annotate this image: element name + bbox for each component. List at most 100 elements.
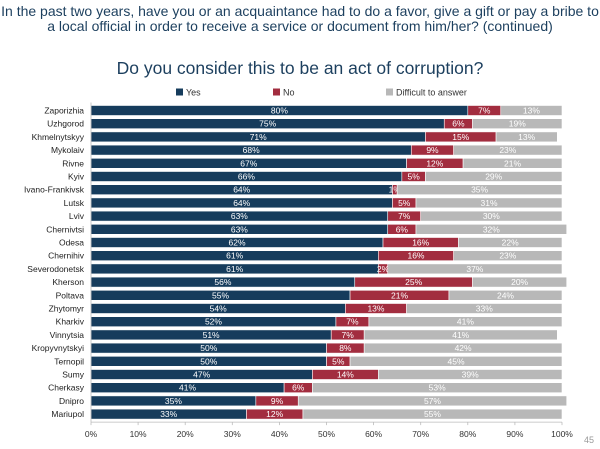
data-label: 64% — [233, 185, 250, 195]
bar-segment-difficult-to-answer — [363, 342, 563, 354]
bar-segment-difficult-to-answer — [453, 144, 563, 156]
data-label: 52% — [205, 317, 222, 327]
bar-segment-difficult-to-answer — [312, 382, 563, 394]
x-tick-label: 10% — [130, 429, 147, 439]
data-label: 35% — [165, 396, 182, 406]
x-tick-label: 30% — [224, 429, 241, 439]
data-label: 33% — [160, 409, 177, 419]
data-label: 5% — [332, 356, 345, 366]
category-label: Dnipro — [59, 396, 84, 406]
category-label: Uzhgorod — [47, 119, 84, 129]
data-label: 68% — [243, 145, 260, 155]
category-label: Sumy — [62, 370, 84, 380]
data-label: 57% — [424, 396, 441, 406]
bar-segment-difficult-to-answer — [297, 395, 568, 407]
category-label: Ternopil — [54, 356, 84, 366]
data-label: 8% — [339, 343, 352, 353]
data-label: 13% — [518, 132, 535, 142]
data-label: 55% — [424, 409, 441, 419]
data-label: 12% — [266, 409, 283, 419]
category-label: Zaporizhia — [44, 106, 84, 116]
x-tick-label: 90% — [506, 429, 523, 439]
data-label: 41% — [452, 330, 469, 340]
data-label: 33% — [476, 304, 493, 314]
category-label: Kharkiv — [56, 317, 85, 327]
category-label: Kropyvnytskyi — [32, 343, 85, 353]
data-label: 75% — [259, 119, 276, 129]
data-label: 29% — [485, 172, 502, 182]
data-label: 14% — [337, 370, 354, 380]
category-label: Ivano-Frankivsk — [24, 185, 85, 195]
bar-segment-difficult-to-answer — [448, 289, 563, 301]
data-label: 63% — [231, 211, 248, 221]
data-label: 63% — [231, 224, 248, 234]
data-label: 53% — [429, 383, 446, 393]
category-label: Kherson — [52, 277, 84, 287]
data-label: 20% — [511, 277, 528, 287]
data-label: 35% — [471, 185, 488, 195]
data-label: 7% — [478, 106, 491, 116]
data-label: 21% — [391, 290, 408, 300]
data-label: 22% — [502, 238, 519, 248]
bar-segment-difficult-to-answer — [396, 184, 563, 195]
data-label: 51% — [203, 330, 220, 340]
bar-segment-difficult-to-answer — [415, 224, 568, 235]
data-label: 37% — [466, 264, 483, 274]
bar-segment-difficult-to-answer — [500, 105, 563, 116]
data-label: 62% — [229, 238, 246, 248]
data-label: 6% — [292, 383, 305, 393]
bar-segment-difficult-to-answer — [495, 131, 558, 143]
x-tick-label: 80% — [459, 429, 476, 439]
data-label: 6% — [396, 224, 409, 234]
data-label: 71% — [250, 132, 267, 142]
category-label: Lviv — [69, 211, 85, 221]
data-label: 7% — [398, 211, 411, 221]
page-number: 45 — [583, 435, 594, 445]
data-label: 23% — [499, 145, 516, 155]
bar-segment-difficult-to-answer — [368, 316, 563, 328]
bar-segment-difficult-to-answer — [458, 237, 563, 248]
data-label: 61% — [226, 251, 243, 261]
data-label: 67% — [240, 158, 257, 168]
category-label: Chernivtsi — [46, 224, 84, 234]
data-label: 9% — [426, 145, 439, 155]
data-label: 25% — [405, 277, 422, 287]
chart-subtitle: Do you consider this to be an act of cor… — [116, 58, 484, 78]
data-label: 15% — [452, 132, 469, 142]
legend-label-yes: Yes — [186, 88, 201, 98]
bar-segment-difficult-to-answer — [462, 158, 563, 169]
bar-segment-difficult-to-answer — [472, 118, 563, 129]
bar-segment-difficult-to-answer — [349, 355, 563, 367]
category-label: Chernihiv — [48, 251, 85, 261]
data-label: 55% — [212, 290, 229, 300]
data-label: 7% — [342, 330, 355, 340]
data-label: 2% — [377, 264, 390, 274]
data-label: 31% — [480, 198, 497, 208]
category-label: Rivne — [62, 158, 84, 168]
category-label: Lutsk — [64, 198, 85, 208]
data-label: 1% — [389, 185, 402, 195]
legend-swatch-difficult-to-answer — [386, 88, 393, 96]
data-label: 24% — [497, 290, 514, 300]
data-label: 32% — [483, 224, 500, 234]
bar-segment-difficult-to-answer — [406, 303, 563, 314]
data-label: 56% — [214, 277, 231, 287]
data-label: 19% — [509, 119, 526, 129]
data-label: 39% — [462, 370, 479, 380]
x-tick-label: 40% — [271, 429, 288, 439]
data-label: 80% — [271, 106, 288, 116]
data-label: 64% — [233, 198, 250, 208]
legend-label-no: No — [283, 88, 295, 98]
data-label: 45% — [448, 356, 465, 366]
data-label: 6% — [452, 119, 465, 129]
bar-segment-difficult-to-answer — [378, 369, 563, 380]
data-label: 42% — [455, 343, 472, 353]
category-label: Poltava — [56, 290, 85, 300]
legend-label-difficult-to-answer: Difficult to answer — [396, 88, 467, 98]
data-label: 5% — [407, 172, 420, 182]
category-label: Cherkasy — [48, 383, 85, 393]
x-tick-label: 20% — [177, 429, 194, 439]
category-label: Mariupol — [51, 409, 84, 419]
data-label: 12% — [426, 158, 443, 168]
